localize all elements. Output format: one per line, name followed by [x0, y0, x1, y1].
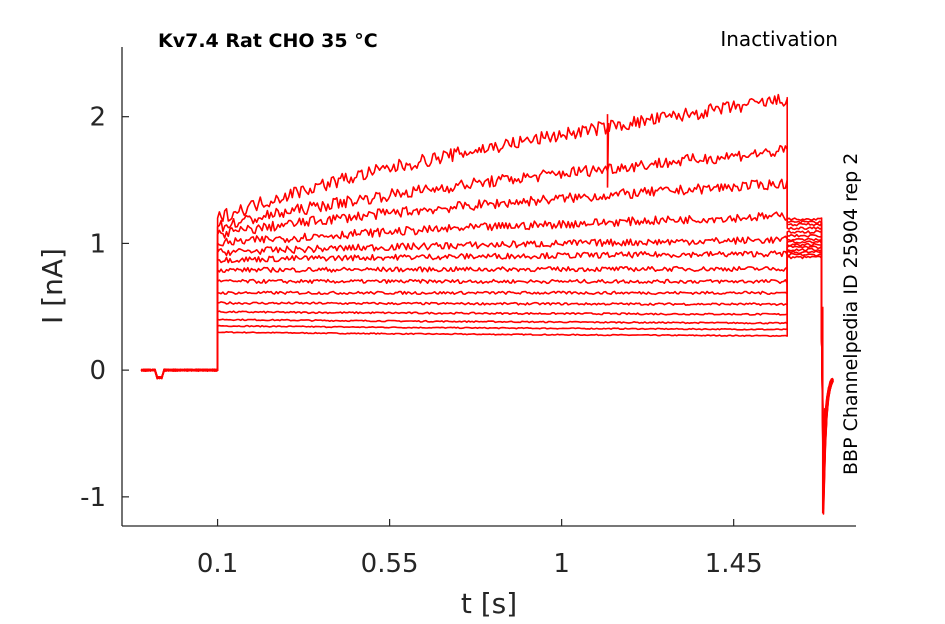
- x-tick-label: 1.45: [705, 549, 763, 579]
- x-tick-label: 0.1: [197, 549, 238, 579]
- tick-labels: 0.1 0.55 1 1.45 -1 0 1 2: [80, 103, 763, 579]
- current-traces: [140, 93, 834, 515]
- chart-title: Kv7.4 Rat CHO 35 °C: [158, 30, 378, 52]
- current-trace-3: [140, 250, 834, 452]
- current-trace-12: [140, 178, 834, 504]
- current-trace-1: [140, 255, 834, 441]
- y-tick-label: 2: [89, 103, 106, 133]
- axes: [121, 47, 856, 527]
- current-trace-10: [140, 230, 834, 492]
- current-trace-9: [140, 233, 834, 487]
- x-axis-label: t [s]: [461, 587, 517, 620]
- y-axis-label: I [nA]: [36, 248, 69, 324]
- current-trace-13: [140, 144, 834, 510]
- artifact-spike: [606, 114, 610, 188]
- current-trace-6: [140, 242, 834, 470]
- current-trace-5: [140, 245, 834, 464]
- current-trace-14: [140, 93, 834, 515]
- y-tick-label: -1: [80, 483, 106, 513]
- x-tick-label: 1: [553, 549, 570, 579]
- negative-spike: [821, 306, 826, 514]
- protocol-label: Inactivation: [720, 27, 838, 51]
- current-trace-2: [140, 252, 834, 447]
- current-trace-4: [140, 247, 834, 458]
- current-trace-8: [140, 237, 834, 481]
- channelpedia-id-label: BBP Channelpedia ID 25904 rep 2: [840, 153, 862, 475]
- y-tick-label: 0: [89, 356, 106, 386]
- y-tick-label: 1: [89, 229, 106, 259]
- ticks: [122, 116, 735, 526]
- current-trace-7: [140, 240, 834, 475]
- x-tick-label: 0.55: [361, 549, 419, 579]
- current-trace-11: [140, 211, 834, 498]
